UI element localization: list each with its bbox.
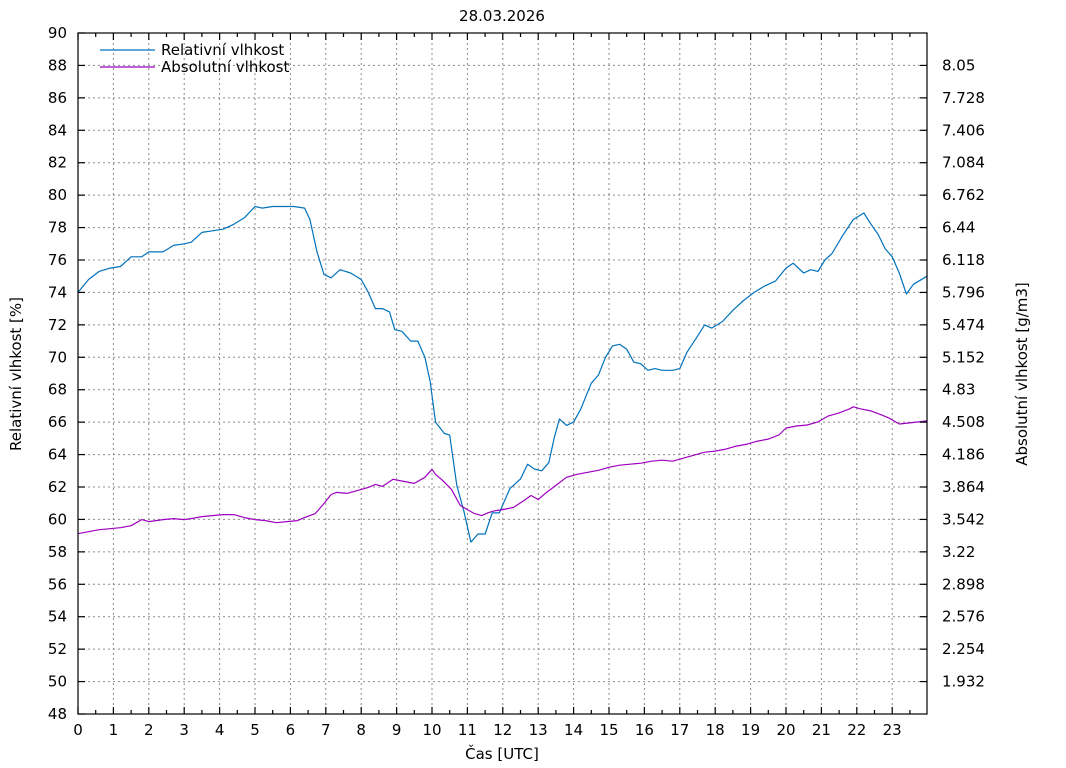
y-tick-label: 56	[48, 575, 67, 593]
y2-tick-label: 6.762	[942, 186, 985, 204]
x-tick-label: 12	[493, 721, 512, 739]
y-tick-label: 54	[48, 608, 67, 626]
x-tick-label: 14	[564, 721, 583, 739]
legend-label-absolute: Absolutní vlhkost	[161, 58, 289, 76]
x-tick-label: 18	[706, 721, 725, 739]
y-tick-label: 86	[48, 89, 67, 107]
y-tick-label: 58	[48, 543, 67, 561]
y2-tick-label: 3.864	[942, 478, 985, 496]
y2-tick-label: 7.084	[942, 154, 985, 172]
chart-title: 28.03.2026	[459, 7, 545, 25]
y-tick-label: 60	[48, 510, 67, 528]
x-tick-label: 10	[422, 721, 441, 739]
y2-tick-label: 6.118	[942, 251, 985, 269]
x-tick-label: 22	[847, 721, 866, 739]
y-tick-label: 50	[48, 673, 67, 691]
tick-labels: 0 1 2 3 4 5 6 7 8 9 10 11 12 13 14 15 16 17 18 19 20 21 22 2348…	[48, 24, 985, 739]
y-tick-label: 74	[48, 283, 67, 301]
grid	[78, 33, 927, 714]
x-tick-label: 21	[812, 721, 831, 739]
x-tick-label: 0	[73, 721, 83, 739]
y-tick-label: 72	[48, 316, 67, 334]
y2-tick-label: 1.932	[942, 673, 985, 691]
x-tick-label: 15	[599, 721, 618, 739]
x-tick-label: 16	[635, 721, 654, 739]
x-tick-label: 2	[144, 721, 154, 739]
y-tick-label: 64	[48, 446, 67, 464]
y-tick-label: 90	[48, 24, 67, 42]
y2-tick-label: 3.22	[942, 543, 975, 561]
x-tick-label: 9	[392, 721, 402, 739]
x-tick-label: 5	[250, 721, 260, 739]
y-axis-label-right: Absolutní vlhkost [g/m3]	[1013, 282, 1031, 466]
y2-tick-label: 2.576	[942, 608, 985, 626]
legend-label-relative: Relativní vlhkost	[161, 41, 284, 59]
x-tick-label: 20	[776, 721, 795, 739]
y-axis-label-left: Relativní vlhkost [%]	[7, 297, 25, 451]
y-tick-label: 84	[48, 121, 67, 139]
x-tick-label: 13	[529, 721, 548, 739]
y-tick-label: 66	[48, 413, 67, 431]
y2-tick-label: 5.152	[942, 348, 985, 366]
y2-tick-label: 6.44	[942, 219, 975, 237]
x-tick-label: 3	[179, 721, 189, 739]
y2-tick-label: 2.254	[942, 640, 985, 658]
y2-tick-label: 3.542	[942, 510, 985, 528]
y2-tick-label: 5.796	[942, 283, 985, 301]
y-tick-label: 68	[48, 381, 67, 399]
y-tick-label: 80	[48, 186, 67, 204]
x-tick-label: 6	[286, 721, 296, 739]
x-axis-label: Čas [UTC]	[465, 744, 539, 763]
y-tick-label: 62	[48, 478, 67, 496]
x-tick-label: 8	[356, 721, 366, 739]
y-tick-label: 78	[48, 219, 67, 237]
x-tick-label: 17	[670, 721, 689, 739]
legend: Relativní vlhkost Absolutní vlhkost	[100, 41, 289, 76]
y-tick-label: 88	[48, 56, 67, 74]
x-tick-label: 19	[741, 721, 760, 739]
y2-tick-label: 7.728	[942, 89, 985, 107]
y2-tick-label: 4.186	[942, 446, 985, 464]
y2-tick-label: 2.898	[942, 575, 985, 593]
y2-tick-label: 5.474	[942, 316, 985, 334]
x-tick-label: 23	[883, 721, 902, 739]
y-tick-label: 82	[48, 154, 67, 172]
y2-tick-label: 4.508	[942, 413, 985, 431]
y2-tick-label: 4.83	[942, 381, 975, 399]
y-tick-label: 70	[48, 348, 67, 366]
y2-tick-label: 7.406	[942, 121, 985, 139]
x-tick-label: 1	[109, 721, 119, 739]
x-tick-label: 7	[321, 721, 331, 739]
x-tick-label: 11	[458, 721, 477, 739]
x-tick-label: 4	[215, 721, 225, 739]
y-tick-label: 52	[48, 640, 67, 658]
y-tick-label: 76	[48, 251, 67, 269]
y2-tick-label: 8.05	[942, 56, 975, 74]
y-tick-label: 48	[48, 705, 67, 723]
